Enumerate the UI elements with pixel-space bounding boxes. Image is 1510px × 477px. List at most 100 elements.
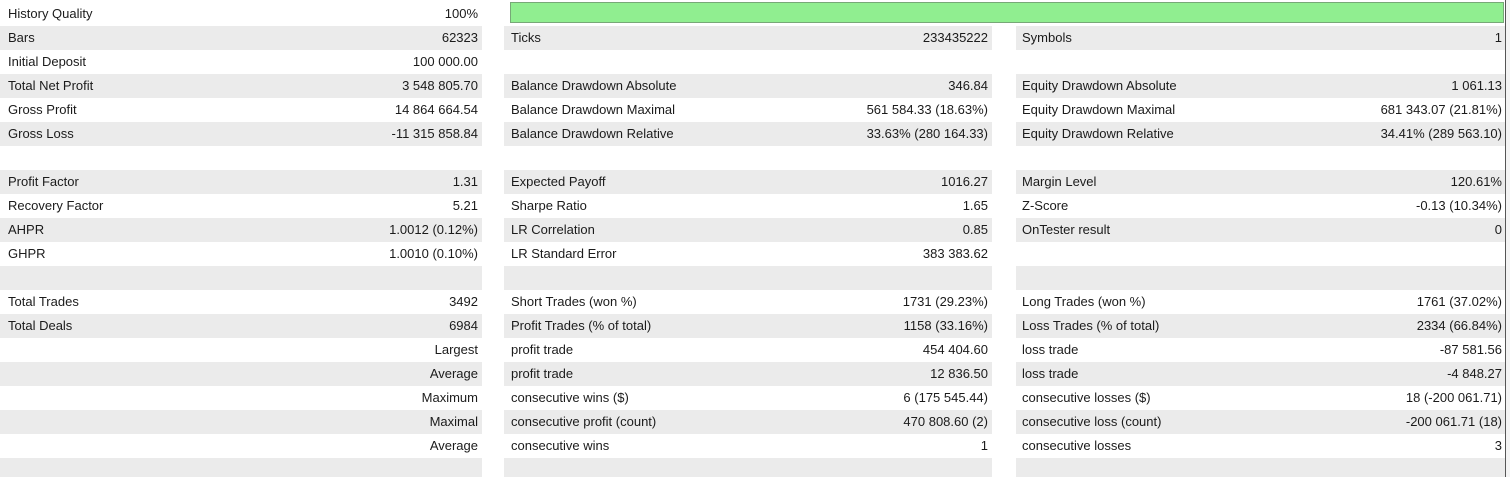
metric-value: 1.65 [962, 198, 988, 213]
metric-label: Equity Drawdown Maximal [1022, 102, 1176, 117]
metric-cell: Gross Loss -11 315 858.84 [0, 122, 482, 146]
column-gap [482, 410, 504, 434]
metric-label: Profit Factor [8, 174, 79, 189]
report-row: Total Trades 3492 Short Trades (won %) 1731… [0, 290, 1510, 314]
metric-cell: OnTester result 0 [1016, 218, 1505, 242]
metric-cell: AHPR 1.0012 (0.12%) [0, 218, 482, 242]
results-grid: History Quality 100% Bars 62323 Ticks 2334352… [0, 2, 1510, 458]
history-quality-progressbar [510, 2, 1504, 23]
metric-label: Ticks [511, 30, 541, 45]
metric-value: 3 [1494, 438, 1502, 453]
bottom-filler-cell [504, 458, 992, 477]
metric-value: 6 (175 545.44) [903, 390, 988, 405]
report-row: Total Net Profit 3 548 805.70 Balance Draw… [0, 74, 1510, 98]
metric-cell [1016, 146, 1505, 170]
metric-value: 1 [980, 438, 988, 453]
column-gap [482, 50, 504, 74]
metric-value: 383 383.62 [922, 246, 988, 261]
metric-label: Total Net Profit [8, 78, 94, 93]
report-row: Gross Loss -11 315 858.84 Balance Drawdown… [0, 122, 1510, 146]
history-quality-bar-track [504, 2, 1505, 26]
metric-cell: Sharpe Ratio 1.65 [504, 194, 992, 218]
metric-label [0, 266, 8, 290]
column-gap [482, 122, 504, 146]
metric-value: 561 584.33 (18.63%) [866, 102, 988, 117]
column-gap [992, 290, 1016, 314]
metric-cell: Equity Drawdown Absolute 1 061.13 [1016, 74, 1505, 98]
metric-label [0, 146, 8, 170]
report-row: GHPR 1.0010 (0.10%) LR Standard Error 383 3… [0, 242, 1510, 266]
metric-value: Average [429, 366, 478, 381]
column-gap [482, 194, 504, 218]
column-gap [992, 98, 1016, 122]
metric-cell: Ticks 233435222 [504, 26, 992, 50]
metric-value: Largest [434, 342, 478, 357]
metric-label: Bars [8, 30, 35, 45]
metric-cell: History Quality 100% [0, 2, 482, 26]
metric-label: consecutive losses ($) [1022, 390, 1151, 405]
metric-cell [504, 146, 992, 170]
column-gap [992, 50, 1016, 74]
metric-label: Expected Payoff [511, 174, 606, 189]
report-row: Initial Deposit 100 000.00 [0, 50, 1510, 74]
metric-cell [1016, 50, 1505, 74]
metric-cell: Largest [0, 338, 482, 362]
metric-label: consecutive profit (count) [511, 414, 657, 429]
column-gap [482, 170, 504, 194]
metric-cell: Expected Payoff 1016.27 [504, 170, 992, 194]
metric-label: Initial Deposit [8, 54, 87, 69]
metric-cell: Symbols 1 [1016, 26, 1505, 50]
metric-label: Equity Drawdown Absolute [1022, 78, 1177, 93]
report-row: History Quality 100% [0, 2, 1510, 26]
metric-label: Balance Drawdown Relative [511, 126, 674, 141]
metric-cell: Loss Trades (% of total) 2334 (66.84%) [1016, 314, 1505, 338]
metric-cell: Maximum [0, 386, 482, 410]
metric-value: -0.13 (10.34%) [1416, 198, 1502, 213]
column-gap [482, 98, 504, 122]
metric-label: Z-Score [1022, 198, 1069, 213]
metric-label: consecutive loss (count) [1022, 414, 1162, 429]
metric-value: 12 836.50 [930, 366, 988, 381]
column-gap [482, 218, 504, 242]
metric-value: -4 848.27 [1447, 366, 1502, 381]
metric-cell: Equity Drawdown Relative 34.41% (289 563.… [1016, 122, 1505, 146]
column-gap [992, 170, 1016, 194]
metric-value: 1731 (29.23%) [902, 294, 988, 309]
metric-value: 1.0012 (0.12%) [389, 222, 478, 237]
metric-cell: Long Trades (won %) 1761 (37.02%) [1016, 290, 1505, 314]
metric-value: 1016.27 [941, 174, 988, 189]
metric-label: LR Standard Error [511, 246, 617, 261]
column-gap [992, 242, 1016, 266]
bottom-filler-row [0, 458, 1510, 477]
metric-cell: LR Correlation 0.85 [504, 218, 992, 242]
metric-value: 1 061.13 [1451, 78, 1502, 93]
metric-cell [1016, 266, 1505, 290]
metric-label: loss trade [1022, 342, 1079, 357]
column-gap [992, 146, 1016, 170]
metric-label [0, 386, 8, 410]
metric-label [504, 50, 511, 74]
metric-cell [0, 266, 482, 290]
metric-value: -200 061.71 (18) [1405, 414, 1502, 429]
metric-value: 1761 (37.02%) [1416, 294, 1502, 309]
metric-cell: Total Net Profit 3 548 805.70 [0, 74, 482, 98]
bottom-filler-cell [0, 458, 482, 477]
metric-cell: consecutive profit (count) 470 808.60 (2) [504, 410, 992, 434]
metric-value: 6984 [449, 318, 478, 333]
metric-cell: consecutive wins ($) 6 (175 545.44) [504, 386, 992, 410]
metric-label [504, 146, 511, 170]
column-gap [992, 386, 1016, 410]
metric-cell: Profit Trades (% of total) 1158 (33.16%) [504, 314, 992, 338]
metric-value: 62323 [441, 30, 478, 45]
column-gap [482, 338, 504, 362]
metric-value: Maximum [421, 390, 478, 405]
metric-label: profit trade [511, 366, 574, 381]
metric-cell: GHPR 1.0010 (0.10%) [0, 242, 482, 266]
metric-value: Average [429, 438, 478, 453]
metric-cell [0, 146, 482, 170]
report-row [0, 266, 1510, 290]
metric-cell: Initial Deposit 100 000.00 [0, 50, 482, 74]
metric-value: 34.41% (289 563.10) [1380, 126, 1502, 141]
metric-cell: Equity Drawdown Maximal 681 343.07 (21.81… [1016, 98, 1505, 122]
metric-label [0, 362, 8, 386]
